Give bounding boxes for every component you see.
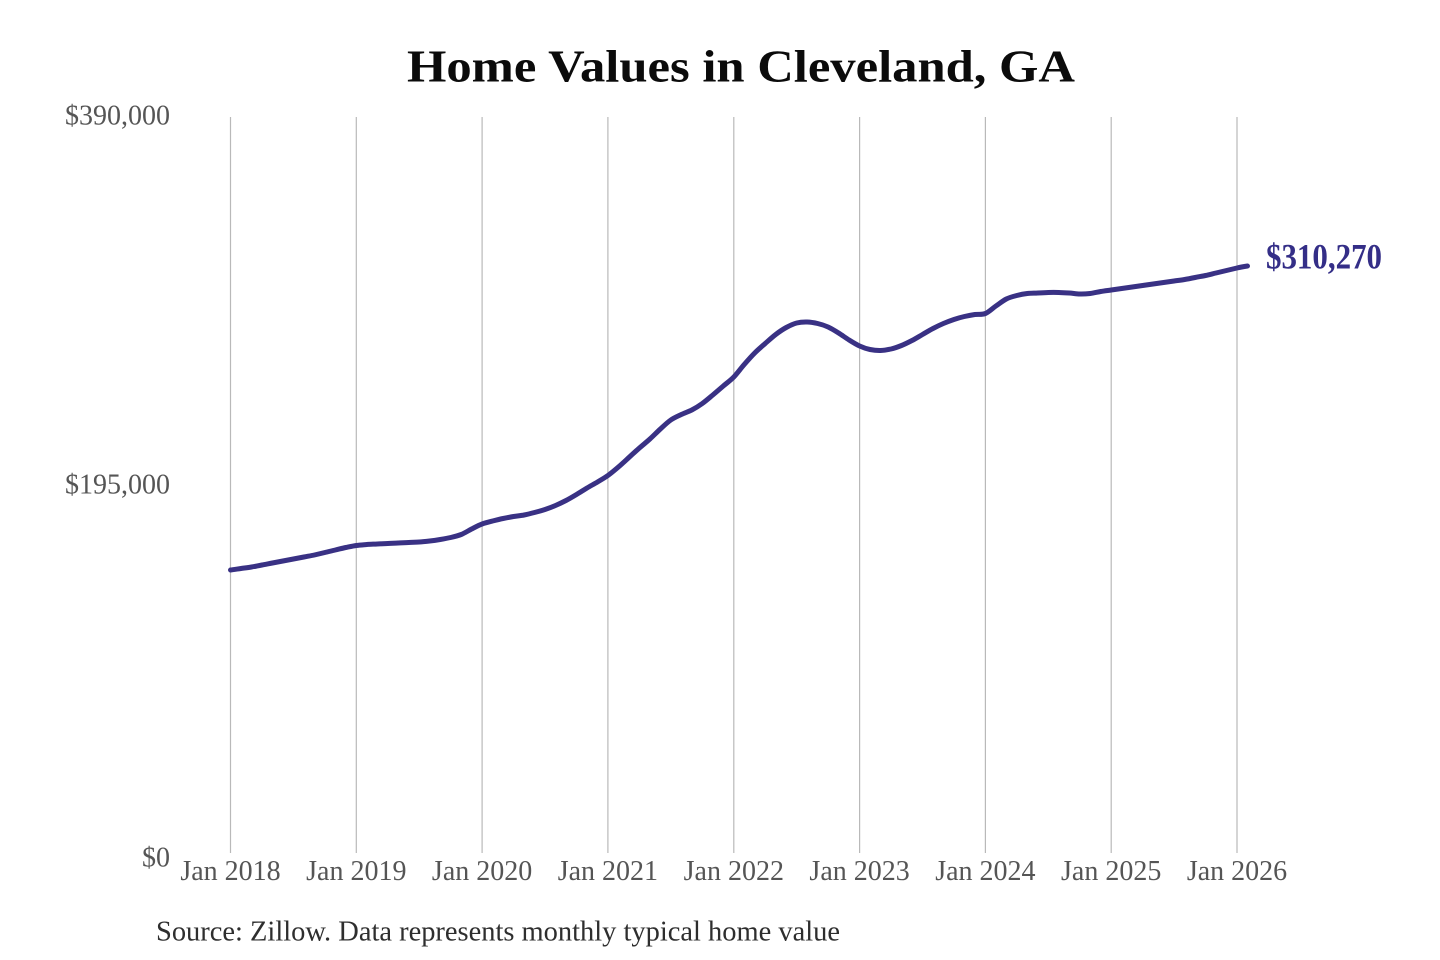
svg-text:Jan 2020: Jan 2020 [432,856,532,887]
svg-text:$390,000: $390,000 [65,101,170,132]
svg-text:Source: Zillow. Data represent: Source: Zillow. Data represents monthly … [156,917,840,948]
svg-text:$0: $0 [142,843,170,874]
svg-text:Jan 2024: Jan 2024 [935,856,1035,887]
svg-text:Jan 2023: Jan 2023 [809,856,909,887]
svg-text:Jan 2021: Jan 2021 [558,856,658,887]
svg-text:Jan 2026: Jan 2026 [1187,856,1287,887]
svg-text:$310,270: $310,270 [1266,237,1382,277]
svg-text:Home Values in Cleveland, GA: Home Values in Cleveland, GA [407,41,1075,92]
svg-text:Jan 2022: Jan 2022 [684,856,784,887]
svg-text:Jan 2019: Jan 2019 [306,856,406,887]
svg-text:$195,000: $195,000 [65,470,170,501]
svg-text:Jan 2018: Jan 2018 [180,856,280,887]
svg-text:Jan 2025: Jan 2025 [1061,856,1161,887]
